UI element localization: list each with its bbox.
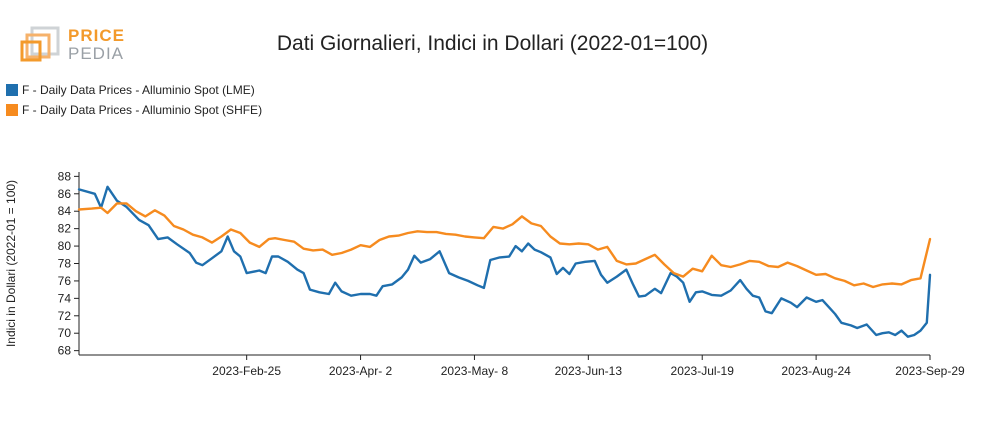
legend-swatch-shfe xyxy=(6,104,18,116)
x-tick-label: 2023-Apr- 2 xyxy=(329,364,393,378)
y-tick-label: 80 xyxy=(58,239,72,253)
y-tick-label: 86 xyxy=(58,187,72,201)
pricepedia-logo-mark xyxy=(20,26,60,62)
x-tick-label: 2023-Sep-29 xyxy=(895,364,965,378)
legend-item-shfe[interactable]: F - Daily Data Prices - Alluminio Spot (… xyxy=(6,100,262,120)
legend-label-lme: F - Daily Data Prices - Alluminio Spot (… xyxy=(22,83,255,97)
legend-swatch-lme xyxy=(6,84,18,96)
y-tick-label: 70 xyxy=(58,326,72,340)
y-tick-label: 82 xyxy=(58,222,72,236)
chart-legend: F - Daily Data Prices - Alluminio Spot (… xyxy=(6,80,262,120)
x-tick-label: 2023-Aug-24 xyxy=(781,364,851,378)
y-tick-label: 76 xyxy=(58,274,72,288)
y-tick-label: 68 xyxy=(58,344,72,358)
logo-text-pedia: PEDIA xyxy=(68,44,125,63)
series-line-lme xyxy=(77,185,932,338)
y-tick-label: 84 xyxy=(58,204,72,218)
y-tick-label: 88 xyxy=(58,169,72,183)
y-tick-label: 78 xyxy=(58,257,72,271)
chart-title: Dati Giornalieri, Indici in Dollari (202… xyxy=(276,32,709,55)
logo-text-price: PRICE xyxy=(68,26,125,45)
x-tick-label: 2023-May- 8 xyxy=(441,364,509,378)
y-axis-title: Indici in Dollari (2022-01 = 100) xyxy=(4,180,18,347)
legend-item-lme[interactable]: F - Daily Data Prices - Alluminio Spot (… xyxy=(6,80,262,100)
pricepedia-logo: PRICE PEDIA xyxy=(18,24,128,70)
y-tick-label: 74 xyxy=(58,291,72,305)
x-tick-label: 2023-Jul-19 xyxy=(671,364,735,378)
x-tick-label: 2023-Jun-13 xyxy=(555,364,623,378)
legend-label-shfe: F - Daily Data Prices - Alluminio Spot (… xyxy=(22,103,263,117)
y-tick-label: 72 xyxy=(58,309,72,323)
series-line-shfe xyxy=(77,202,932,289)
x-tick-label: 2023-Feb-25 xyxy=(212,364,281,378)
